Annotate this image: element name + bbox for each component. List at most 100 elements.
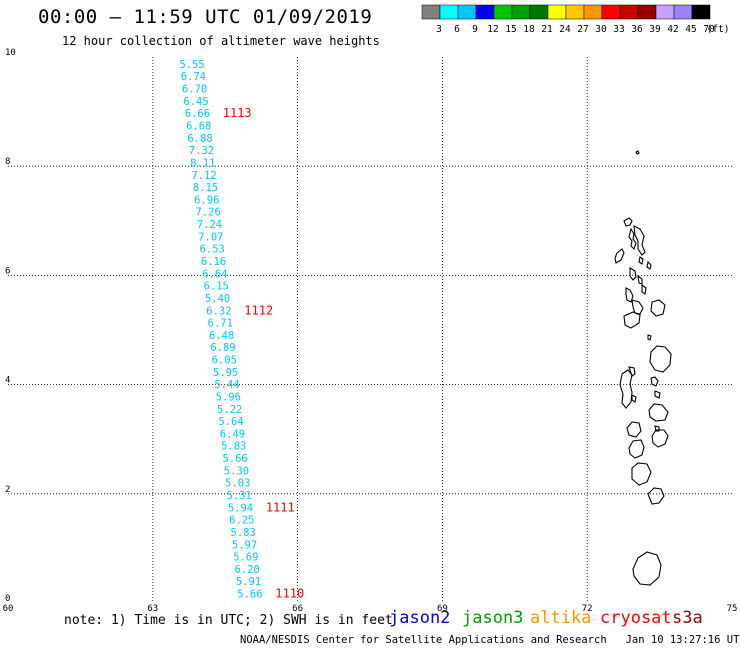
color-scale-label: 70 [703,24,715,35]
chart-grid [8,57,732,603]
time-label: 1113 [223,106,252,120]
island-outline [631,299,644,315]
swh-value-label: 6.88 [187,133,212,145]
island-outline [626,421,642,438]
swh-value-label: 7.24 [197,219,222,231]
swh-value-label: 6.89 [210,342,235,354]
color-scale-label: 24 [559,24,571,35]
swh-value-label: 6.45 [183,96,208,108]
swh-value-label: 5.91 [236,576,261,588]
chart-subtitle: 12 hour collection of altimeter wave hei… [62,34,380,48]
color-swatch [439,4,459,20]
x-tick-label: 75 [727,604,738,614]
legend-cryosat: cryosat [600,608,672,628]
y-tick-label: 8 [5,157,10,167]
color-scale-label: 6 [454,24,460,35]
color-swatch [691,4,711,20]
color-swatch [511,4,531,20]
swh-value-label: 6.20 [235,564,260,576]
color-swatch [655,4,675,20]
island-outline [619,369,633,409]
color-swatch [493,4,513,20]
swh-value-label: 6.66 [185,108,210,120]
swh-value-label: 7.07 [198,231,223,243]
color-scale-label: 3 [436,24,442,35]
island-outline [650,299,666,317]
swh-value-label: 7.26 [196,207,221,219]
color-scale-label: 30 [595,24,607,35]
island-outline [647,487,665,505]
swh-value-label: 5.69 [233,552,258,564]
legend-jason3: jason3 [462,608,524,628]
x-tick-label: 69 [437,604,448,614]
jason2-track: 5.556.746.706.456.666.686.887.328.117.12… [179,59,304,601]
y-tick-label: 4 [5,376,10,386]
swh-value-label: 7.32 [189,145,214,157]
units-note: note: 1) Time is in UTC; 2) SWH is in fe… [64,613,393,628]
color-scale-bar: 3 6 9 12 15 18 21 24 27 30 33 36 39 42 45 70(ft) [421,4,730,35]
island-outline [628,439,645,459]
color-scale-label: 12 [487,24,498,35]
island-outline [654,390,661,399]
island-outline [647,334,652,341]
island-outline [654,425,660,432]
color-scale-unit: (ft) [707,24,730,35]
color-scale-label: 15 [505,24,516,35]
island-outline [631,394,637,403]
color-swatch [583,4,603,20]
color-swatch [547,4,567,20]
island-outline [628,227,637,251]
color-scale-label: 33 [613,24,624,35]
swh-value-label: 5.97 [232,539,257,551]
time-label: 1111 [266,500,295,514]
y-tick-label: 6 [5,266,10,276]
color-swatch [565,4,585,20]
x-tick-label: 60 [3,604,14,614]
swh-value-label: 8.15 [193,182,218,194]
time-label: 1112 [244,303,273,317]
legend-jason2: jason2 [389,608,451,628]
swh-value-label: 6.48 [209,330,234,342]
island-outline [631,462,652,486]
swh-value-label: 5.22 [217,404,242,416]
island-outline [637,274,643,285]
color-scale-label: 9 [472,24,478,35]
island-outline [635,150,640,155]
swh-value-label: 6.15 [204,281,229,293]
swh-value-label: 6.68 [186,121,211,133]
island-outline [623,217,633,227]
color-scale-label: 18 [523,24,535,35]
island-outline [633,225,646,256]
swh-value-label: 6.16 [201,256,226,268]
color-swatch [601,4,621,20]
legend-s3a: s3a [672,608,703,628]
swh-value-label: 5.64 [218,416,243,428]
swh-value-label: 5.44 [214,379,239,391]
island-outline [648,403,669,422]
swh-value-label: 5.83 [231,527,256,539]
island-outline [614,248,625,264]
swh-value-label: 7.12 [191,170,216,182]
legend-altika: altika [530,608,592,628]
swh-value-label: 6.96 [194,194,219,206]
x-tick-label: 66 [292,604,303,614]
color-scale-label: 27 [577,24,588,35]
chart-axes: 60 63 66 69 72 75 0 2 4 6 8 10 [3,48,738,614]
x-tick-label: 72 [582,604,593,614]
swh-value-label: 6.64 [202,268,227,280]
y-tick-label: 0 [5,594,10,604]
swh-value-label: 6.32 [206,305,231,317]
island-outline [625,287,634,303]
color-scale-label: 42 [667,24,678,35]
time-label: 1110 [275,587,304,601]
y-tick-label: 10 [5,48,16,58]
color-swatch [637,4,657,20]
swh-value-label: 5.94 [228,502,253,514]
swh-value-label: 5.83 [221,441,246,453]
swh-value-label: 5.96 [216,391,241,403]
island-outline [623,311,641,329]
swh-value-label: 6.74 [181,71,206,83]
swh-value-label: 5.95 [213,367,238,379]
